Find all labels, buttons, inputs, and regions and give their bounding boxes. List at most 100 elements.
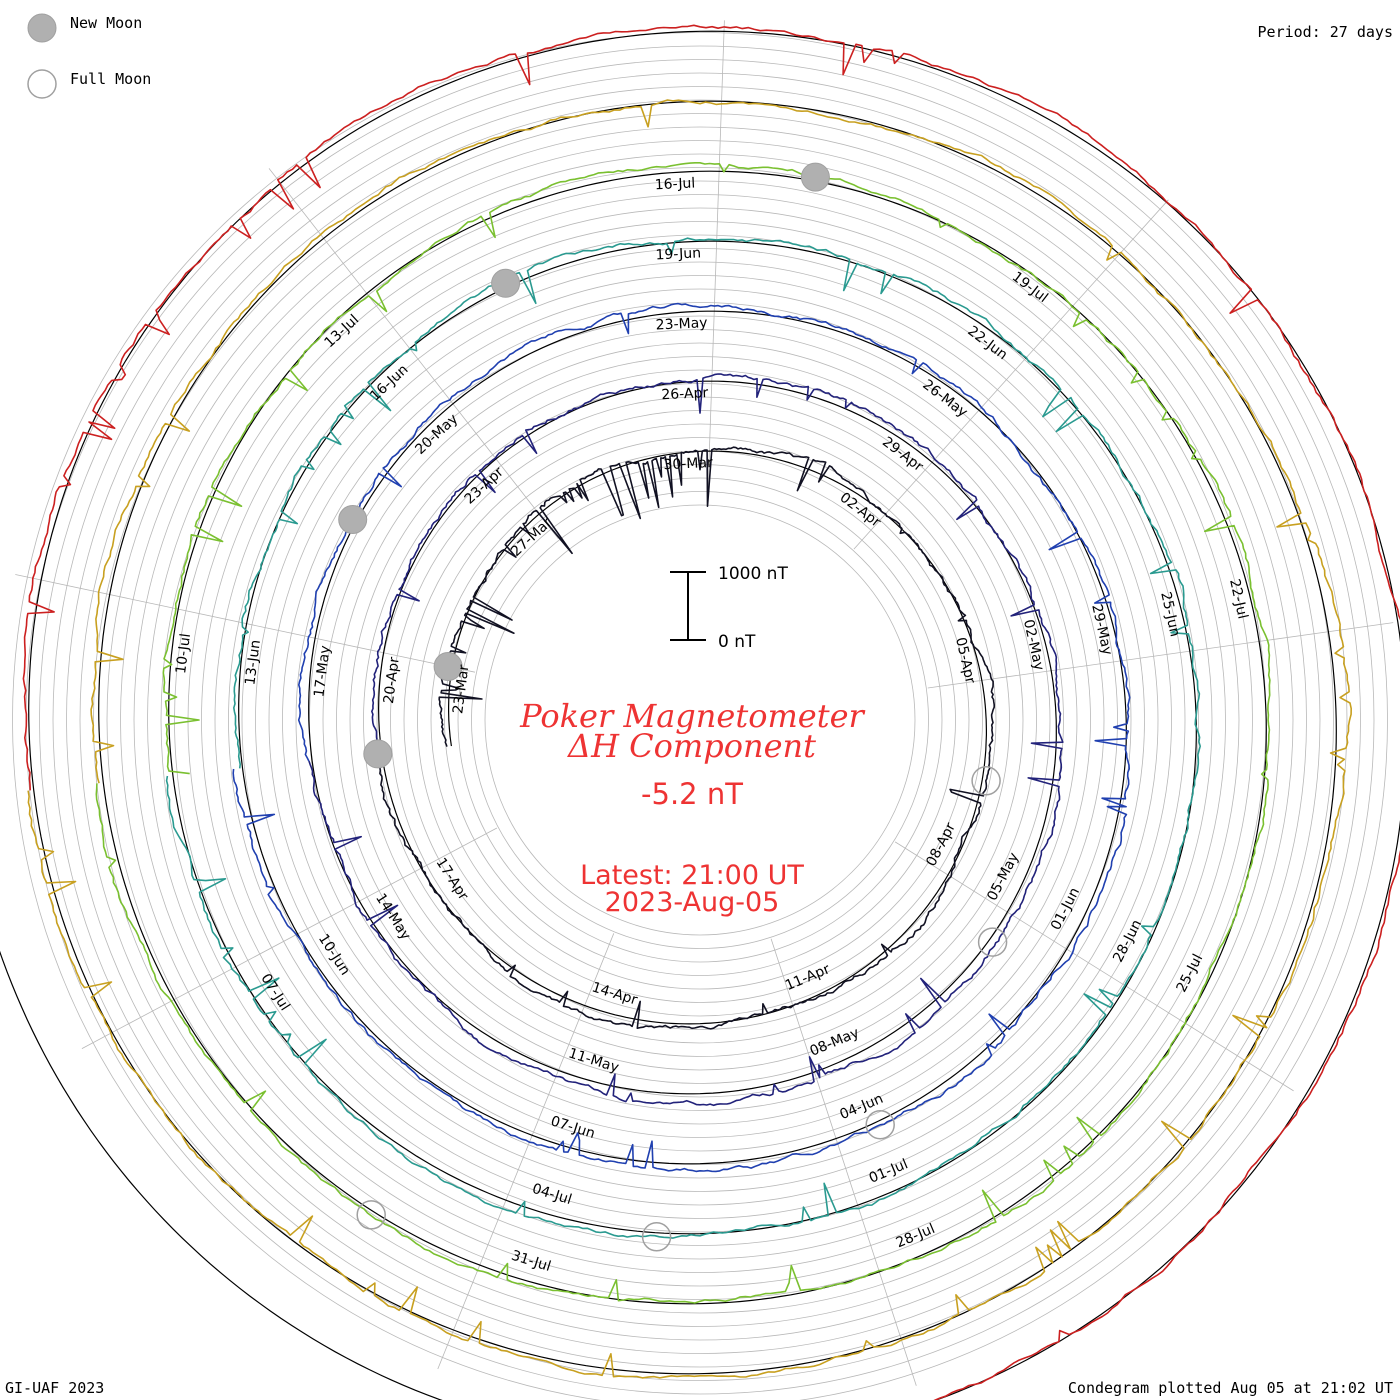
series-layer	[22, 24, 1400, 1400]
scale-bar-bottom-label: 0 nT	[718, 632, 756, 652]
date-tick-label: 25-Jun	[1157, 590, 1183, 638]
date-tick-label: 04-Jun	[837, 1091, 885, 1123]
grid-ring	[106, 126, 1294, 1314]
date-tick-label: 14-Apr	[590, 979, 640, 1008]
grid-spoke	[81, 827, 498, 1049]
grid-spoke	[15, 574, 476, 673]
period-label: Period: 27 days	[1258, 23, 1393, 41]
footer-left: GI-UAF 2023	[5, 1379, 104, 1397]
series-line-1	[308, 373, 1064, 1107]
full-moon-marker	[641, 1222, 672, 1252]
grid-ring	[417, 437, 983, 1003]
series-line-2	[232, 302, 1131, 1173]
grid-ring	[66, 86, 1334, 1354]
grid-ring	[79, 99, 1321, 1341]
full-moon-marker	[356, 1200, 386, 1230]
date-tick-label: 11-May	[566, 1045, 620, 1076]
date-tick-label: 05-Apr	[952, 636, 978, 685]
grid-ring	[52, 72, 1348, 1368]
moon-layer	[338, 162, 1008, 1252]
grid-ring	[376, 396, 1024, 1044]
date-tick-label: 23-May	[655, 315, 708, 333]
series-line-5	[27, 99, 1352, 1379]
grid-spoke	[437, 933, 615, 1370]
grid-ring	[484, 504, 916, 936]
grid-ring	[214, 234, 1186, 1206]
grid-ring	[12, 32, 1388, 1400]
grid-ring	[295, 315, 1105, 1125]
full-moon-icon	[27, 69, 57, 99]
grid-ring	[336, 356, 1064, 1084]
grid-ring	[282, 302, 1118, 1138]
chart-title: Poker Magnetometer	[519, 697, 865, 735]
grid-spoke	[268, 168, 559, 540]
latest-time: Latest: 21:00 UT	[580, 860, 804, 891]
date-tick-label: 31-Jul	[509, 1248, 552, 1275]
title-block: Poker Magnetometer ΔH Component -5.2 nT …	[519, 697, 865, 918]
date-tick-label: 20-Apr	[381, 656, 403, 705]
date-tick-label: 16-Jul	[654, 175, 695, 193]
grid-spoke	[770, 938, 917, 1386]
full-moon-marker	[971, 766, 1001, 796]
grid-ring	[268, 288, 1132, 1152]
date-tick-label: 25-Jul	[1174, 952, 1207, 995]
footer-right: Condegram plotted Aug 05 at 21:02 UT	[1068, 1379, 1393, 1397]
legend-full-moon-label: Full Moon	[70, 70, 151, 88]
date-tick-label: 30-Mar	[663, 455, 713, 473]
series-line-0	[376, 446, 995, 1030]
grid-ring	[187, 207, 1213, 1233]
legend-new-moon-label: New Moon	[70, 14, 142, 32]
date-tick-label: 08-May	[808, 1025, 862, 1060]
grid-ring	[403, 423, 997, 1017]
grid-ring	[201, 221, 1199, 1219]
grid-ring	[174, 194, 1226, 1246]
date-tick-label: 10-Jul	[173, 632, 194, 674]
grid-ring	[160, 180, 1240, 1260]
scale-bar-top-label: 1000 nT	[718, 564, 788, 584]
date-tick-label: 13-Jun	[242, 639, 264, 686]
chart-subtitle: ΔH Component	[566, 727, 816, 765]
grid-ring	[322, 342, 1078, 1098]
grid-ring	[39, 59, 1361, 1381]
date-tick-label: 17-May	[311, 645, 333, 698]
grid-ring	[349, 369, 1051, 1071]
latest-date: 2023-Aug-05	[605, 887, 780, 918]
date-tick-label: 26-Apr	[661, 385, 709, 403]
grid-ring	[457, 477, 943, 963]
series-line-3	[165, 237, 1201, 1239]
new-moon-marker	[800, 162, 830, 192]
date-tick-label: 01-Jul	[867, 1156, 911, 1186]
grid-ring	[471, 491, 929, 949]
current-value: -5.2 nT	[641, 777, 743, 811]
grid-ring	[93, 113, 1307, 1327]
full-moon-marker	[977, 927, 1008, 957]
grid-spoke	[927, 622, 1394, 689]
date-tick-label: 23-Mar	[450, 664, 472, 715]
grid-ring	[363, 383, 1037, 1057]
date-tick-label: 19-Jun	[655, 245, 701, 263]
new-moon-marker	[363, 739, 393, 769]
legend: New Moon Full Moon	[27, 13, 151, 99]
date-tick-label: 13-Jul	[322, 312, 363, 351]
grid-ring	[309, 329, 1091, 1111]
date-tick-label: 19-Jul	[1009, 269, 1051, 306]
date-tick-label: 28-Jul	[894, 1221, 938, 1251]
new-moon-marker	[491, 268, 521, 298]
date-tick-label: 26-May	[919, 377, 970, 421]
grid-ring	[228, 248, 1172, 1192]
new-moon-marker	[338, 505, 368, 534]
grid-ring	[147, 167, 1253, 1273]
series-line-6	[22, 24, 1400, 1400]
grid-spoke	[853, 199, 1169, 550]
full-moon-marker	[865, 1109, 895, 1140]
grid-spoke	[894, 841, 1294, 1092]
grid-ring	[241, 261, 1159, 1179]
date-tick-label: 04-Jul	[530, 1181, 573, 1208]
new-moon-icon	[27, 13, 57, 43]
scale-bar: 1000 nT 0 nT	[670, 564, 788, 652]
date-tick-label: 01-Jun	[1048, 885, 1083, 933]
grid-ring	[255, 275, 1145, 1165]
grid-ring	[120, 140, 1280, 1300]
series-line-4	[95, 162, 1271, 1304]
